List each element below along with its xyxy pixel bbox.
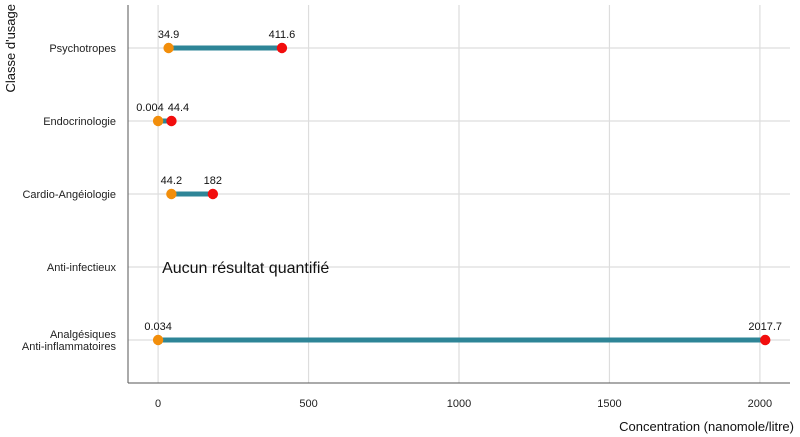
- grid-layer: [128, 5, 790, 383]
- max-point: [207, 188, 219, 200]
- y-tick-labels: Psychotropes Endocrinologie Cardio-Angéiol…: [22, 43, 117, 353]
- min-point: [166, 188, 177, 200]
- min-point: [163, 42, 174, 54]
- max-value-label: 2017.7: [748, 321, 782, 333]
- min-value-label: 34.9: [158, 29, 179, 41]
- y-axis-title: Classe d'usage: [3, 4, 18, 92]
- y-tick-label: Cardio-Angéiologie: [22, 189, 116, 201]
- min-point: [152, 115, 164, 127]
- min-point: [152, 334, 164, 346]
- y-tick-label: Endocrinologie: [43, 116, 116, 128]
- min-value-label: 0.034: [144, 321, 172, 333]
- x-tick-label: 0: [155, 398, 161, 410]
- max-point: [276, 42, 288, 54]
- max-value-label: 411.6: [269, 29, 296, 41]
- x-tick-label: 1000: [447, 398, 471, 410]
- y-tick-label: Anti-inflammatoires: [22, 341, 117, 353]
- x-tick-label: 1500: [597, 398, 621, 410]
- y-tick-label: Analgésiques: [50, 329, 117, 341]
- max-point: [760, 334, 771, 346]
- x-tick-label: 2000: [748, 398, 772, 410]
- max-point: [166, 115, 177, 127]
- max-value-label: 182: [204, 175, 222, 187]
- axis-layer: [127, 5, 790, 384]
- min-value-label: 44.2: [161, 175, 182, 187]
- no-result-annotation: Aucun résultat quantifié: [162, 260, 329, 277]
- data-marks: 34.9 411.6 0.004 44.4 44.2 182 Aucun résultat …: [136, 29, 782, 346]
- x-tick-labels: 0 500 1000 1500 2000: [155, 398, 772, 410]
- x-axis-title: Concentration (nanomole/litre): [619, 419, 794, 434]
- max-value-label: 44.4: [168, 102, 189, 114]
- y-tick-label: Psychotropes: [49, 43, 116, 55]
- x-tick-label: 500: [299, 398, 317, 410]
- y-tick-label: Anti-infectieux: [47, 262, 117, 274]
- min-value-label: 0.004: [136, 102, 164, 114]
